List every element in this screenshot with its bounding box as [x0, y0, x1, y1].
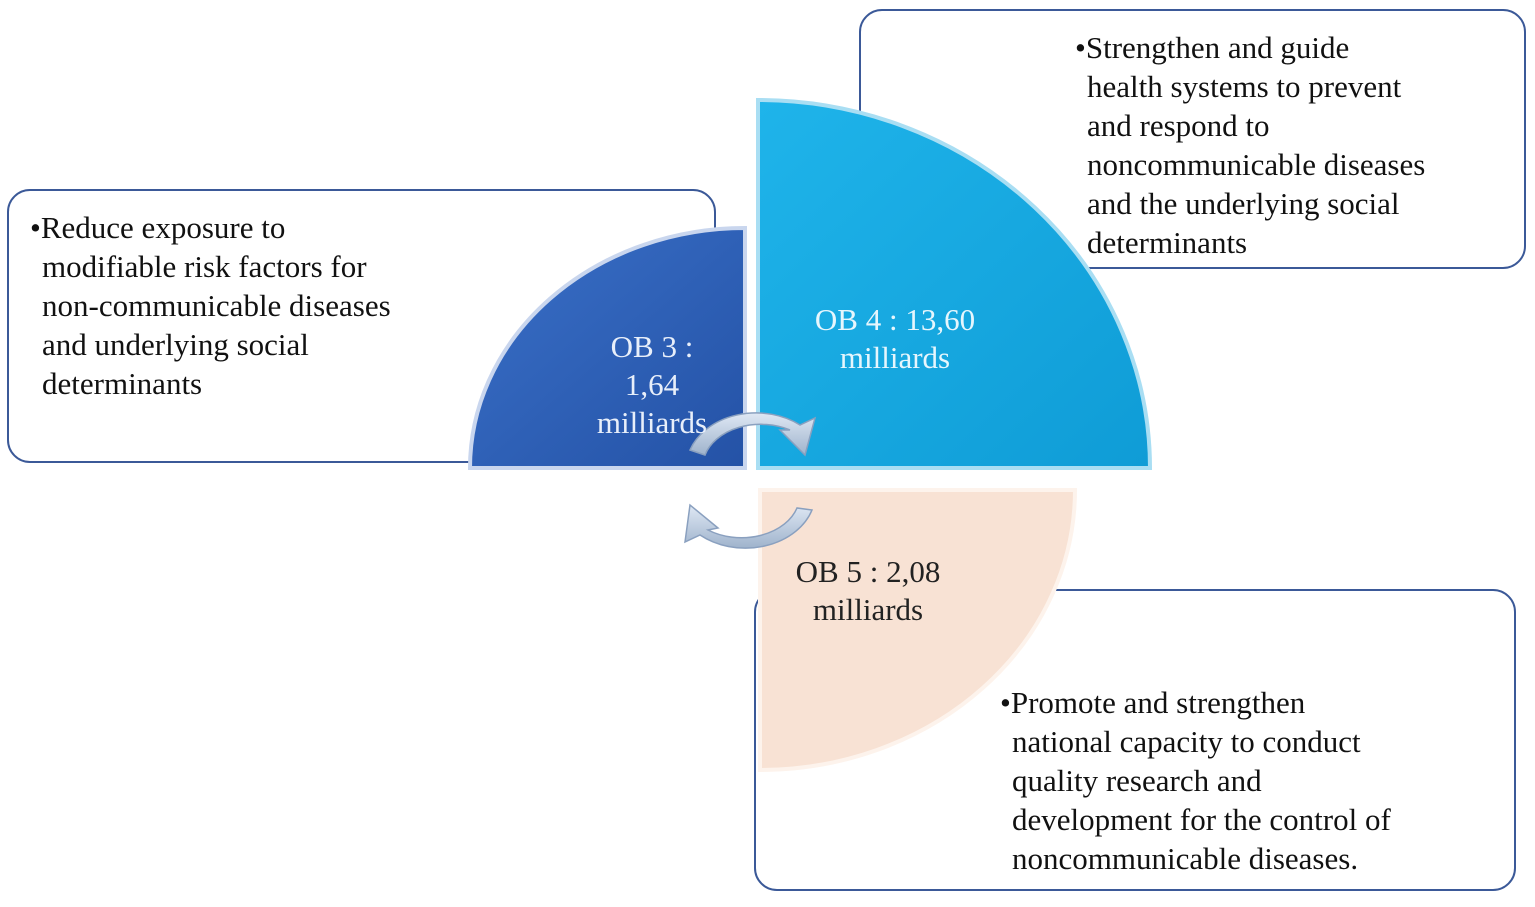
box-text: •Reduce exposure to	[30, 210, 285, 245]
segment-label: 1,64	[625, 367, 680, 402]
segment-label: milliards	[840, 340, 950, 375]
box-text: determinants	[42, 366, 202, 401]
box-text: health systems to prevent	[1087, 69, 1402, 104]
box-text: •Strengthen and guide	[1075, 30, 1349, 65]
box-text: and underlying social	[42, 327, 309, 362]
cycle-arrow	[684, 503, 814, 549]
box-text: modifiable risk factors for	[42, 249, 367, 284]
box-text: national capacity to conduct	[1012, 724, 1361, 759]
box-text: non-communicable diseases	[42, 288, 391, 323]
segment-ob4	[756, 97, 1153, 470]
box-text: determinants	[1087, 225, 1247, 260]
segment-ob3	[467, 225, 747, 470]
cycle-arrow	[688, 412, 817, 457]
box-text: and respond to	[1087, 108, 1270, 143]
box-text: and the underlying social	[1087, 186, 1400, 221]
box-text: noncommunicable diseases	[1087, 147, 1425, 182]
box-text: quality research and	[1012, 763, 1262, 798]
segment-ob5	[758, 488, 1078, 773]
box-text: •Promote and strengthen	[1000, 685, 1306, 720]
segment-label: OB 5 : 2,08	[796, 554, 941, 589]
segment-label: milliards	[813, 592, 923, 627]
box-text: noncommunicable diseases.	[1012, 841, 1358, 876]
segment-label: OB 3 :	[611, 329, 694, 364]
segment-label: milliards	[597, 405, 707, 440]
box-text: development for the control of	[1012, 802, 1391, 837]
segment-label: OB 4 : 13,60	[815, 302, 975, 337]
